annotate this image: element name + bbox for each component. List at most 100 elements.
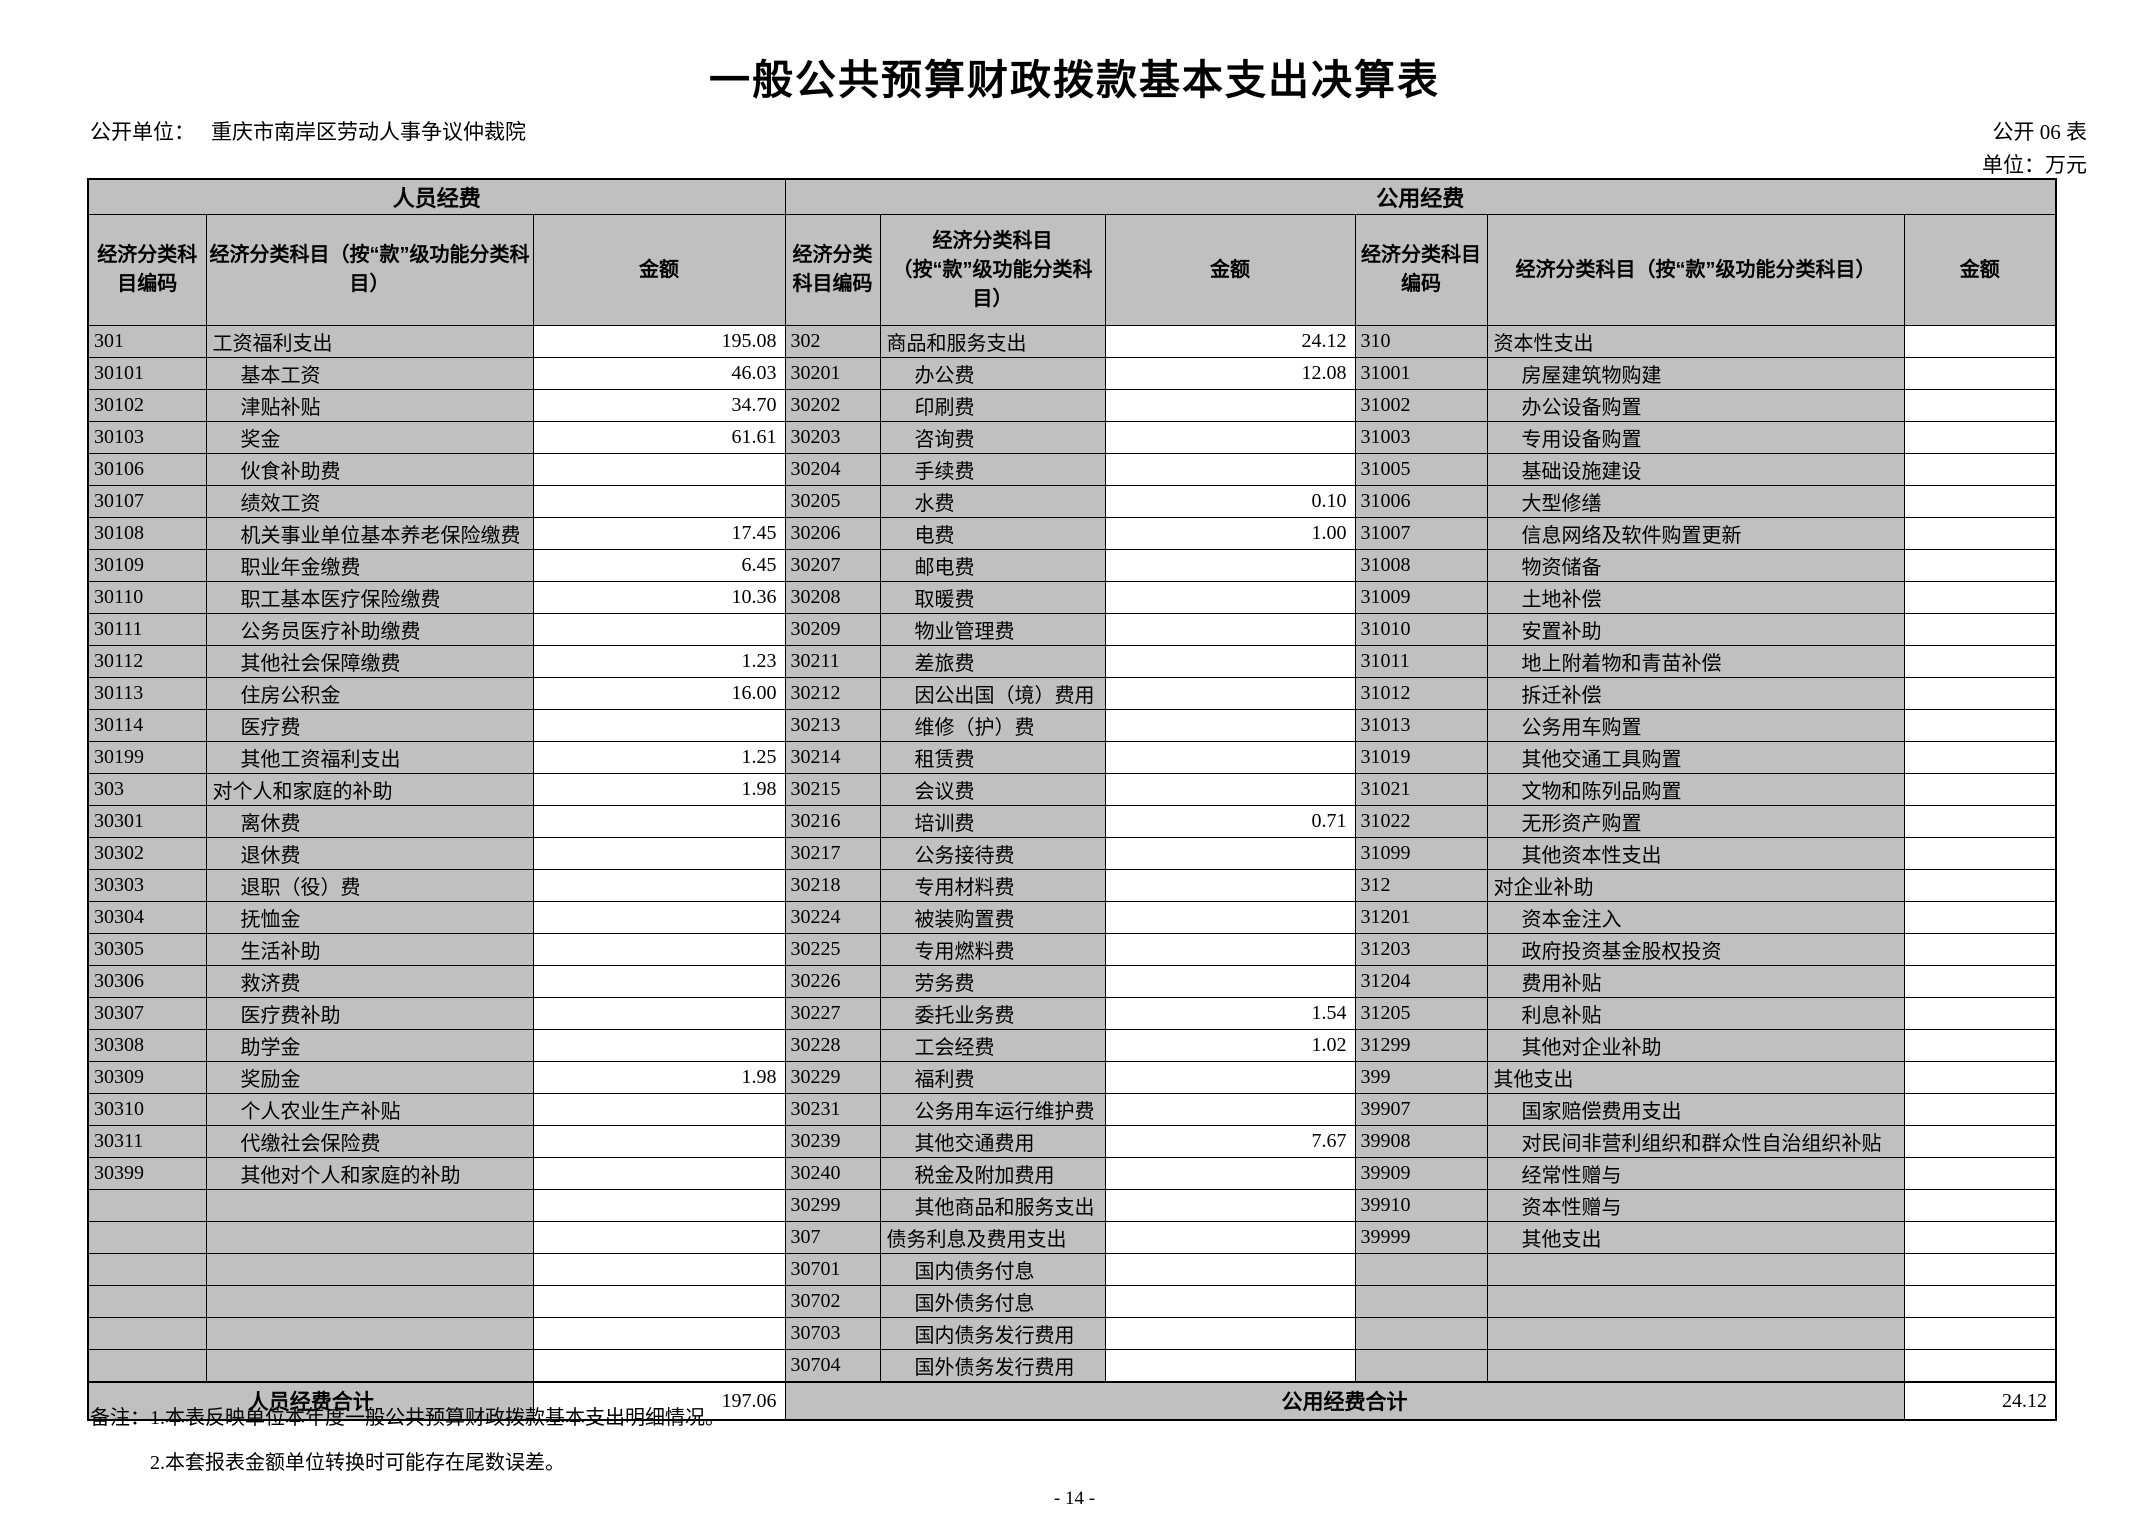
amount-cell [1903, 517, 2057, 550]
label-cell: 大型修缮 [1486, 485, 1905, 518]
code-cell: 30311 [87, 1125, 207, 1158]
label-cell: 机关事业单位基本养老保险缴费 [205, 517, 534, 550]
code-cell [87, 1253, 207, 1286]
label-cell: 其他对个人和家庭的补助 [205, 1157, 534, 1190]
label-cell: 国内债务付息 [879, 1253, 1106, 1286]
amount-cell [1903, 581, 2057, 614]
amount-cell [532, 901, 786, 934]
code-cell: 31009 [1354, 581, 1488, 614]
label-cell: 津贴补贴 [205, 389, 534, 422]
code-cell: 30701 [784, 1253, 881, 1286]
amount-cell [1104, 453, 1356, 486]
label-cell [205, 1317, 534, 1350]
amount-cell [1903, 485, 2057, 518]
amount-cell [1903, 933, 2057, 966]
code-cell: 31005 [1354, 453, 1488, 486]
label-cell: 绩效工资 [205, 485, 534, 518]
label-cell: 救济费 [205, 965, 534, 998]
code-cell: 30303 [87, 869, 207, 902]
table-row: 30309 奖励金 1.98 30229 福利费 399 其他支出 [87, 1061, 2057, 1094]
label-cell: 退职（役）费 [205, 869, 534, 902]
table-row: 30306 救济费 30226 劳务费 31204 费用补贴 [87, 965, 2057, 998]
label-cell: 经常性赠与 [1486, 1157, 1905, 1190]
total-row: 人员经费合计 197.06 公用经费合计 24.12 [87, 1381, 2057, 1421]
amount-cell [1104, 773, 1356, 806]
code-cell: 30306 [87, 965, 207, 998]
amount-cell [1903, 1125, 2057, 1158]
label-cell: 助学金 [205, 1029, 534, 1062]
code-cell: 30107 [87, 485, 207, 518]
label-cell: 其他交通工具购置 [1486, 741, 1905, 774]
table-row: 30106 伙食补助费 30204 手续费 31005 基础设施建设 [87, 453, 2057, 486]
amount-cell: 1.25 [532, 741, 786, 774]
label-cell: 基础设施建设 [1486, 453, 1905, 486]
label-cell [205, 1253, 534, 1286]
amount-cell [1903, 357, 2057, 390]
code-cell: 30307 [87, 997, 207, 1030]
label-cell [205, 1285, 534, 1318]
label-cell: 医疗费 [205, 709, 534, 742]
notes-label: 备注： [90, 1407, 150, 1429]
code-cell: 30224 [784, 901, 881, 934]
code-cell: 39909 [1354, 1157, 1488, 1190]
code-cell [87, 1221, 207, 1254]
amount-cell [1903, 645, 2057, 678]
table-row: 30199 其他工资福利支出 1.25 30214 租赁费 31019 其他交通工具购置 [87, 741, 2057, 774]
table-row: 30113 住房公积金 16.00 30212 因公出国（境）费用 31012 拆迁补偿 [87, 677, 2057, 710]
amount-cell [1104, 965, 1356, 998]
label-cell: 对个人和家庭的补助 [205, 773, 534, 806]
amount-cell [1104, 549, 1356, 582]
code-cell: 30216 [784, 805, 881, 838]
label-cell [1486, 1253, 1905, 1286]
amount-cell [532, 933, 786, 966]
table-row: 30703 国内债务发行费用 [87, 1317, 2057, 1350]
label-cell [1486, 1317, 1905, 1350]
code-cell: 399 [1354, 1061, 1488, 1094]
label-cell: 其他资本性支出 [1486, 837, 1905, 870]
amount-cell [1104, 901, 1356, 934]
label-cell: 资本性赠与 [1486, 1189, 1905, 1222]
label-cell: 住房公积金 [205, 677, 534, 710]
table-body: 301 工资福利支出 195.08 302 商品和服务支出 24.12 310 资本性支出 30… [87, 325, 2057, 1383]
amount-cell [532, 1189, 786, 1222]
amount-cell [1104, 837, 1356, 870]
header-code-3: 经济分类科目编码 [1354, 214, 1488, 326]
code-cell: 301 [87, 325, 207, 358]
code-cell: 30207 [784, 549, 881, 582]
label-cell: 培训费 [879, 805, 1106, 838]
code-cell [1354, 1285, 1488, 1318]
label-cell: 国家赔偿费用支出 [1486, 1093, 1905, 1126]
label-cell: 伙食补助费 [205, 453, 534, 486]
label-cell: 地上附着物和青苗补偿 [1486, 645, 1905, 678]
table-row: 30308 助学金 30228 工会经费 1.02 31299 其他对企业补助 [87, 1029, 2057, 1062]
amount-cell: 12.08 [1104, 357, 1356, 390]
expenditure-table: 人员经费 公用经费 经济分类科目编码 经济分类科目（按“款”级功能分类科目） 金… [87, 178, 2058, 1421]
label-cell: 抚恤金 [205, 901, 534, 934]
code-cell: 30201 [784, 357, 881, 390]
unit-name: 重庆市南岸区劳动人事争议仲裁院 [211, 120, 526, 144]
amount-cell [1104, 613, 1356, 646]
label-cell: 办公设备购置 [1486, 389, 1905, 422]
code-cell: 30114 [87, 709, 207, 742]
code-cell: 30399 [87, 1157, 207, 1190]
code-cell: 30109 [87, 549, 207, 582]
amount-cell [1903, 901, 2057, 934]
code-cell: 30310 [87, 1093, 207, 1126]
amount-cell [1903, 1061, 2057, 1094]
code-cell: 31022 [1354, 805, 1488, 838]
code-cell: 31012 [1354, 677, 1488, 710]
amount-cell: 24.12 [1104, 325, 1356, 358]
amount-cell [1104, 645, 1356, 678]
label-cell: 手续费 [879, 453, 1106, 486]
label-cell: 对民间非营利组织和群众性自治组织补贴 [1486, 1125, 1905, 1158]
amount-cell [1903, 1093, 2057, 1126]
amount-cell: 61.61 [532, 421, 786, 454]
table-row: 30310 个人农业生产补贴 30231 公务用车运行维护费 39907 国家赔偿费用支出 [87, 1093, 2057, 1126]
label-cell: 个人农业生产补贴 [205, 1093, 534, 1126]
label-cell: 信息网络及软件购置更新 [1486, 517, 1905, 550]
header-subject-1: 经济分类科目（按“款”级功能分类科目） [205, 214, 534, 326]
code-cell: 303 [87, 773, 207, 806]
label-cell: 生活补助 [205, 933, 534, 966]
amount-cell [1903, 1349, 2057, 1383]
